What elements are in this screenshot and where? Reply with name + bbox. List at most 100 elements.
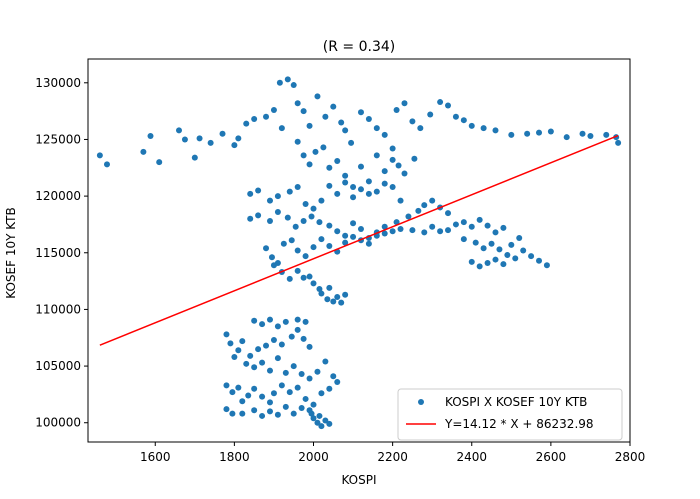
- y-tick-label: 130000: [35, 76, 81, 90]
- scatter-point: [476, 263, 483, 270]
- scatter-point: [460, 236, 467, 243]
- scatter-point: [603, 131, 610, 138]
- scatter-point: [318, 423, 325, 430]
- scatter-point: [259, 359, 266, 366]
- scatter-point: [468, 122, 475, 129]
- scatter-point: [263, 113, 270, 120]
- scatter-point: [326, 182, 333, 189]
- y-axis: 100000 105000 110000 115000 120000 125000 1300…: [35, 76, 88, 430]
- scatter-point: [342, 232, 349, 239]
- scatter-point: [500, 261, 507, 268]
- scatter-point: [324, 296, 331, 303]
- plot-frame: [87, 58, 631, 443]
- x-tick-label: 2600: [536, 450, 567, 464]
- scatter-point: [239, 338, 246, 345]
- scatter-point: [223, 406, 230, 413]
- scatter-point: [397, 197, 404, 204]
- scatter-point: [415, 207, 422, 214]
- scatter-point: [235, 384, 242, 391]
- scatter-point: [334, 190, 341, 197]
- scatter-point: [342, 172, 349, 179]
- scatter-point: [409, 118, 416, 125]
- scatter-point: [314, 368, 321, 375]
- scatter-point: [316, 286, 323, 293]
- scatter-point: [516, 235, 523, 242]
- x-tick-label: 1600: [140, 450, 171, 464]
- scatter-point: [411, 155, 418, 162]
- scatter-point: [251, 385, 258, 392]
- scatter-point: [334, 378, 341, 385]
- scatter-point: [263, 245, 270, 252]
- scatter-point: [294, 267, 301, 274]
- scatter-point: [405, 213, 412, 220]
- x-tick-label: 2000: [298, 450, 329, 464]
- scatter-point: [288, 237, 295, 244]
- scatter-point: [227, 340, 234, 347]
- scatter-point: [266, 408, 273, 415]
- scatter-point: [500, 224, 507, 231]
- scatter-point: [322, 113, 329, 120]
- scatter-point: [330, 298, 337, 305]
- scatter-point: [357, 225, 364, 232]
- scatter-point: [480, 245, 487, 252]
- scatter-point: [266, 399, 273, 406]
- scatter-point: [508, 131, 515, 138]
- scatter-point: [286, 188, 293, 195]
- scatter-point: [270, 390, 277, 397]
- scatter-point: [263, 342, 270, 349]
- scatter-point: [342, 239, 349, 246]
- scatter-point: [274, 411, 281, 418]
- scatter-point: [484, 222, 491, 229]
- scatter-point: [140, 148, 147, 155]
- scatter-point: [397, 225, 404, 232]
- scatter-point: [270, 337, 277, 344]
- scatter-point: [429, 197, 436, 204]
- scatter-point: [276, 79, 283, 86]
- y-tick-label: 110000: [35, 302, 81, 316]
- scatter-point: [266, 197, 273, 204]
- scatter-point: [476, 216, 483, 223]
- scatter-point: [314, 419, 321, 426]
- scatter-point: [326, 164, 333, 171]
- scatter-point: [278, 382, 285, 389]
- scatter-point: [196, 135, 203, 142]
- scatter-point: [445, 210, 452, 217]
- scatter-point: [320, 144, 327, 151]
- y-tick-label: 105000: [35, 359, 81, 373]
- scatter-point: [310, 280, 317, 287]
- scatter-point: [286, 389, 293, 396]
- scatter-point: [259, 393, 266, 400]
- scatter-point: [421, 202, 428, 209]
- scatter-point: [255, 212, 262, 219]
- scatter-point: [350, 194, 357, 201]
- scatter-point: [543, 262, 550, 269]
- scatter-point: [255, 346, 262, 353]
- scatter-point: [259, 412, 266, 419]
- scatter-point: [326, 385, 333, 392]
- y-tick-label: 100000: [35, 416, 81, 430]
- scatter-point: [300, 152, 307, 159]
- data-layer: [96, 76, 622, 430]
- scatter-point: [484, 259, 491, 266]
- scatter-point: [306, 343, 313, 350]
- scatter-point: [274, 355, 281, 362]
- scatter-point: [294, 138, 301, 145]
- scatter-point: [302, 318, 309, 325]
- scatter-point: [290, 410, 297, 417]
- scatter-point: [524, 130, 531, 137]
- scatter-point: [373, 152, 380, 159]
- scatter-point: [480, 125, 487, 132]
- scatter-point: [350, 233, 357, 240]
- y-tick-label: 125000: [35, 132, 81, 146]
- scatter-point: [219, 130, 226, 137]
- scatter-point: [452, 113, 459, 120]
- scatter-point: [96, 152, 103, 159]
- scatter-point: [278, 125, 285, 132]
- scatter-point: [512, 255, 519, 262]
- scatter-point: [284, 214, 291, 221]
- scatter-point: [231, 142, 238, 149]
- scatter-point: [294, 184, 301, 191]
- legend: KOSPI X KOSEF 10Y KTB Y=14.12 * X + 8623…: [397, 388, 623, 441]
- scatter-point: [318, 390, 325, 397]
- scatter-point: [294, 384, 301, 391]
